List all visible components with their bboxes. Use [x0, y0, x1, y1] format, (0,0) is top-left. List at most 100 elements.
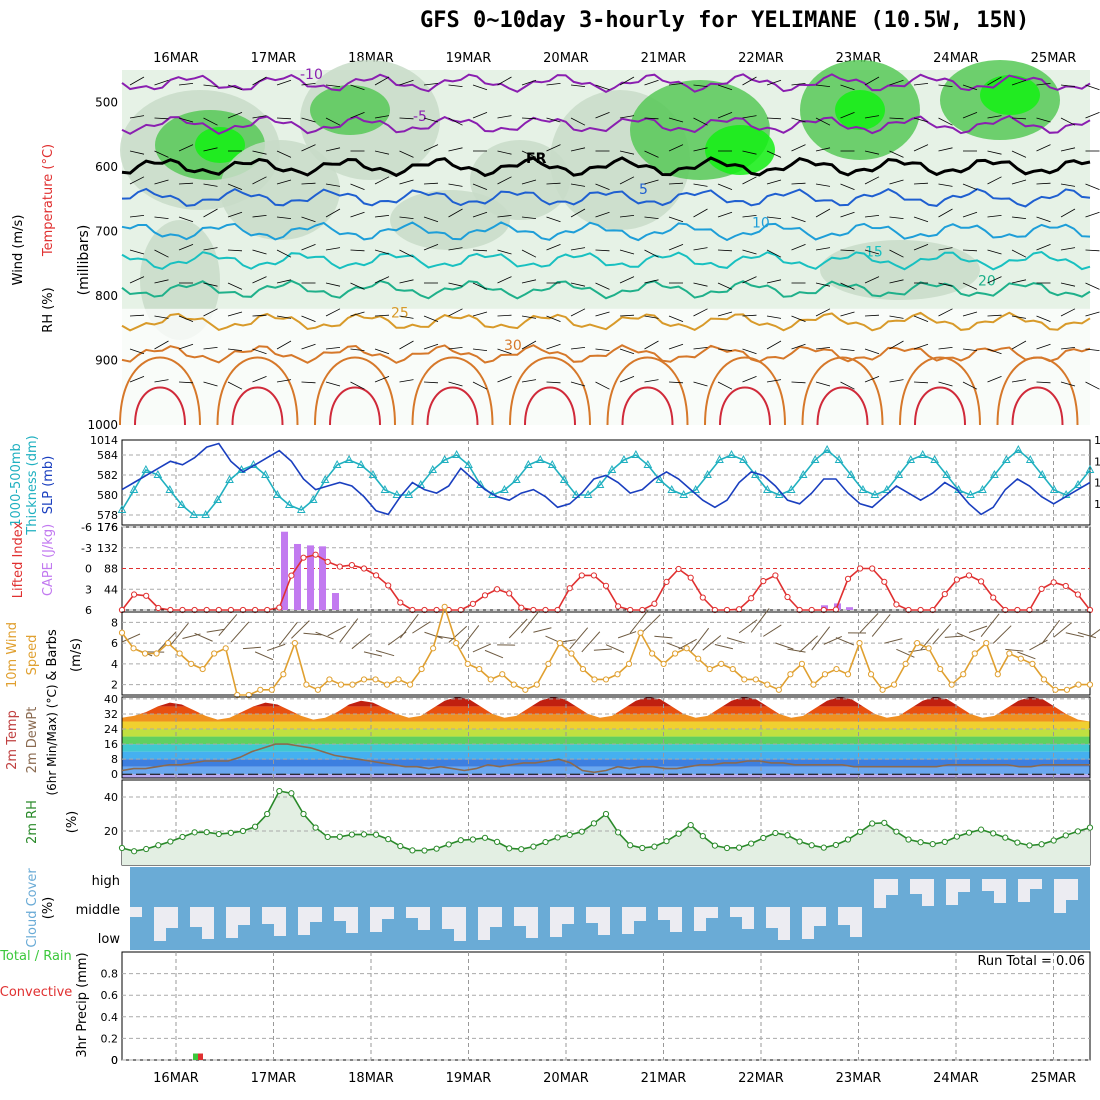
rh-line-point — [445, 841, 452, 848]
wind-barb — [595, 348, 610, 351]
lifted-index-line-point — [409, 606, 416, 614]
wind-barb — [129, 348, 145, 355]
temp-band — [122, 751, 1090, 760]
thickness-line-point — [631, 449, 641, 458]
wind-barb — [497, 215, 512, 218]
wind-barb — [1011, 179, 1027, 185]
rh-line-point — [433, 845, 440, 852]
wind-barb — [840, 249, 855, 252]
date-label-bottom: 20MAR — [543, 1071, 589, 1086]
wind-barb — [472, 311, 488, 317]
wind-barb — [1085, 249, 1100, 252]
wind-barb — [570, 247, 586, 251]
lifted-index-line-point — [324, 558, 331, 565]
wind-barb — [913, 83, 929, 86]
cloud-block — [982, 879, 994, 891]
isotherm-20 — [121, 279, 1091, 300]
wind-barb-10m — [436, 635, 455, 640]
cloud-layer-label: middle — [76, 903, 120, 918]
wind-speed-line-point — [349, 681, 356, 688]
thickness-line-point — [918, 449, 928, 458]
wind-barb — [644, 216, 659, 219]
date-label-top: 21MAR — [641, 51, 687, 66]
wind-barb — [129, 314, 145, 317]
wind-speed-line-point — [741, 676, 748, 683]
wind-barb — [374, 76, 390, 86]
wind-barb — [374, 249, 390, 255]
wind-barb-10m — [533, 627, 552, 633]
wind-barb — [619, 249, 635, 255]
run-total: Run Total = 0.06 — [977, 954, 1085, 969]
thickness-line-point — [691, 484, 700, 493]
wind-barb — [154, 179, 169, 185]
wind-barb — [521, 150, 537, 158]
wind-barb — [252, 376, 267, 383]
wind-barb — [1036, 216, 1051, 223]
wind-barb-10m — [932, 623, 952, 645]
wind-speed-line-point — [118, 629, 126, 636]
wind-barb — [864, 215, 880, 218]
wind-barb-10m — [472, 643, 492, 653]
wind-barb — [815, 208, 831, 218]
wind-speed-line-point — [798, 660, 806, 667]
wind-barb — [374, 115, 390, 119]
wind-speed-line-point — [602, 676, 610, 683]
wind-barb — [889, 340, 904, 350]
wind-barb — [203, 208, 218, 218]
wind-barb — [448, 247, 463, 251]
wind-barb — [399, 216, 414, 219]
wind-speed-line-point — [683, 645, 690, 652]
date-label-bottom: 18MAR — [348, 1071, 394, 1086]
wind-barb — [619, 150, 635, 155]
wind-barb — [154, 315, 169, 319]
date-label-bottom: 25MAR — [1031, 1071, 1077, 1086]
wind-barb — [913, 117, 929, 123]
rh-line-point — [869, 820, 876, 827]
thickness-line-point — [308, 494, 318, 503]
wind-barb-10m — [1089, 628, 1100, 638]
wind-speed-line-point — [660, 660, 667, 667]
isotherm-label: 5 — [639, 182, 648, 198]
wind-barb-10m — [775, 642, 794, 650]
wind-barb — [374, 176, 390, 185]
wind-barb — [987, 376, 1002, 383]
rh-region — [195, 127, 245, 163]
rh-line-point — [1050, 837, 1057, 844]
panel-2m-temp — [121, 696, 1091, 779]
rh-line-point — [276, 787, 283, 795]
wind-barb — [521, 279, 537, 284]
rh-line-point — [687, 821, 694, 829]
wind-barb-10m — [811, 626, 831, 651]
wind-barb-10m — [968, 625, 988, 633]
wind-barb — [864, 348, 880, 355]
slp-tick-top: 1014 — [90, 434, 118, 447]
rh-line-point — [397, 843, 404, 850]
wind-barb — [350, 183, 365, 190]
wind-barb — [1036, 244, 1051, 251]
lifted-index-line-point — [518, 604, 525, 611]
wind-speed-line-point — [199, 665, 206, 673]
wind-barb — [276, 150, 292, 158]
isotherm-35-arch — [719, 386, 771, 426]
wind-barb — [962, 348, 978, 351]
rh-line-point — [566, 831, 573, 839]
wind-barb — [203, 147, 218, 152]
lifted-index-line-point — [953, 576, 961, 583]
wind-barb — [1036, 315, 1051, 322]
wind-barb — [472, 183, 488, 190]
wind-barb — [448, 147, 463, 152]
wind-barb — [325, 347, 341, 350]
wind-barb — [889, 315, 904, 319]
isotherm-15 — [121, 250, 1091, 271]
thickness-line-point — [1002, 454, 1011, 463]
cape-bar — [307, 545, 314, 610]
lifted-index-line-point — [312, 551, 319, 558]
wind-barb — [227, 311, 243, 317]
wind-barb — [717, 211, 733, 218]
lifted-index-line-point — [566, 585, 573, 592]
wind-barb — [644, 179, 659, 185]
wind-barb — [325, 381, 341, 387]
wind-barb-10m — [823, 635, 843, 645]
lifted-index-line-point — [385, 582, 392, 589]
wind-speed-line-point — [280, 671, 287, 678]
